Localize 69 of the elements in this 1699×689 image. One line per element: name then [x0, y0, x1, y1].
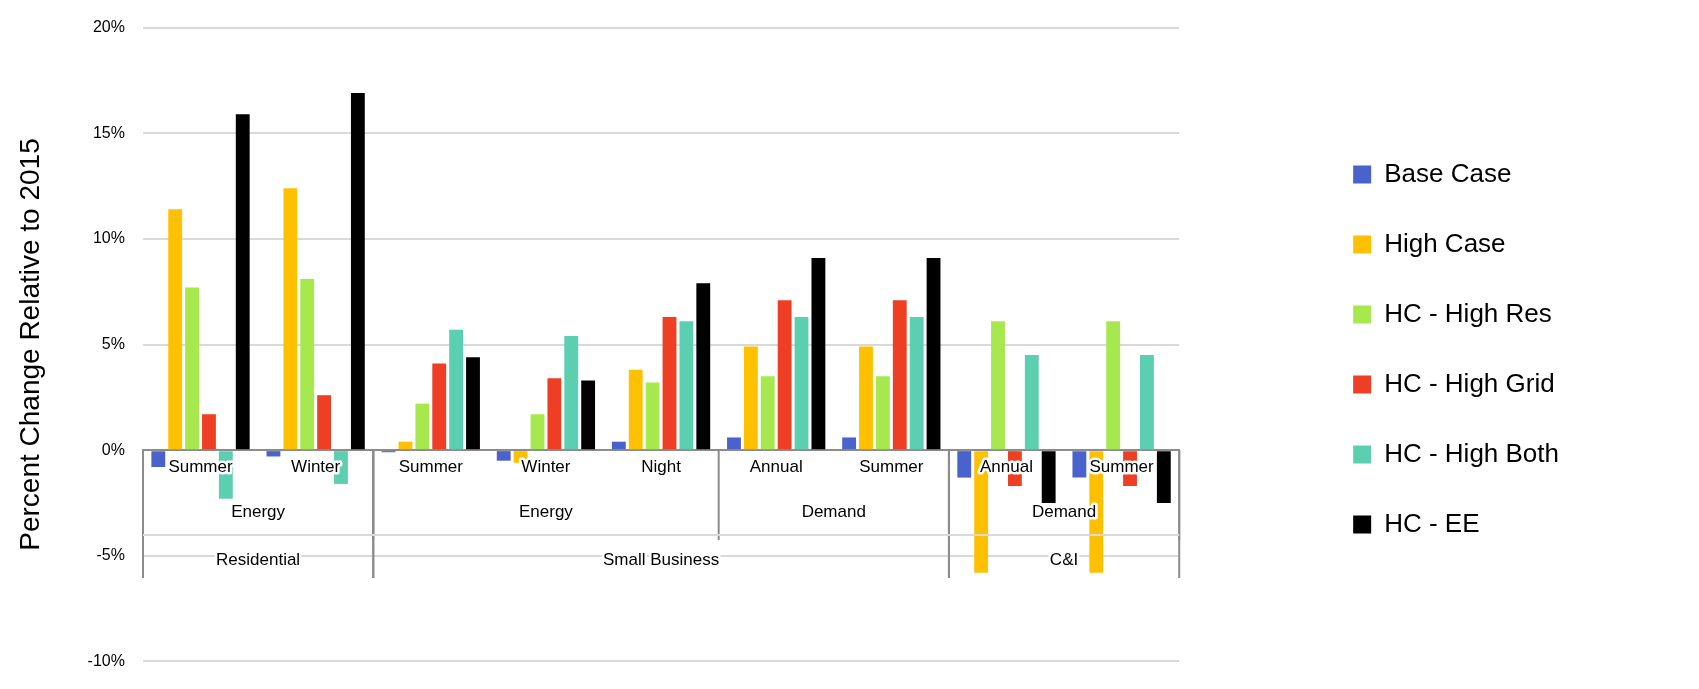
y-axis-title: Percent Change Relative to 2015: [13, 138, 45, 551]
bar: [859, 346, 873, 450]
x-tick-label: Summer: [398, 456, 464, 476]
bar: [811, 257, 826, 450]
bar: [645, 382, 660, 450]
y-tick-label: -10%: [87, 651, 125, 669]
bar: [1156, 451, 1171, 503]
bar: [151, 451, 166, 468]
bar: [760, 376, 775, 450]
y-tick-label: 0%: [101, 440, 125, 458]
x-tick-label: Summer: [859, 456, 924, 476]
bar: [1072, 451, 1087, 478]
bar: [743, 346, 758, 450]
bar: [235, 114, 250, 450]
annotation: C&I: [1049, 549, 1079, 569]
bar: [991, 321, 1005, 450]
annotation: Small Business: [602, 549, 720, 569]
bar: [611, 441, 626, 450]
bar: [185, 287, 199, 450]
bar: [777, 300, 792, 450]
annotation: Energy: [518, 501, 574, 521]
x-tick-label: Night: [641, 456, 682, 476]
bar: [794, 317, 809, 450]
bar: [496, 451, 511, 461]
bar: [909, 317, 924, 450]
legend-label: Base Case: [1384, 157, 1512, 188]
bar: [432, 363, 447, 450]
bar: [168, 209, 183, 450]
legend-label: HC - High Both: [1384, 437, 1560, 468]
annotation: Energy: [231, 501, 286, 521]
bar: [842, 437, 857, 450]
bar: [581, 380, 596, 450]
bar: [547, 378, 562, 450]
bar: [957, 451, 972, 478]
x-tick-label: Annual: [749, 456, 803, 476]
y-tick-label: 20%: [92, 18, 125, 36]
bar: [679, 321, 694, 450]
legend-label: HC - EE: [1384, 507, 1480, 538]
x-tick-label: Winter: [521, 456, 571, 476]
bar: [727, 437, 741, 450]
bar: [628, 369, 643, 450]
y-tick-label: 5%: [101, 334, 125, 352]
y-tick-label: 15%: [92, 123, 125, 141]
bar: [662, 317, 677, 450]
legend-label: High Case: [1384, 227, 1506, 258]
bar: [350, 93, 365, 450]
legend-label: HC - High Grid: [1384, 367, 1555, 398]
bar: [283, 188, 298, 450]
y-tick-label: -5%: [96, 546, 125, 564]
bar: [1140, 355, 1154, 450]
annotation: Residential: [216, 549, 301, 569]
bar: [564, 336, 579, 450]
bar: [892, 300, 907, 450]
bar: [317, 395, 332, 450]
bar: [1041, 451, 1056, 503]
bar: [466, 357, 480, 450]
bar: [1106, 321, 1121, 450]
bar: [202, 414, 216, 450]
bar: [415, 403, 430, 450]
legend-label: HC - High Res: [1384, 297, 1552, 328]
y-tick-label: 10%: [92, 229, 125, 247]
bar: [300, 279, 315, 450]
bar: [530, 414, 545, 450]
bar: [1024, 355, 1039, 450]
bar: [449, 329, 464, 450]
bar: [926, 257, 941, 450]
annotation: Demand: [801, 501, 866, 521]
bar: [875, 376, 890, 450]
bar: [696, 283, 711, 450]
